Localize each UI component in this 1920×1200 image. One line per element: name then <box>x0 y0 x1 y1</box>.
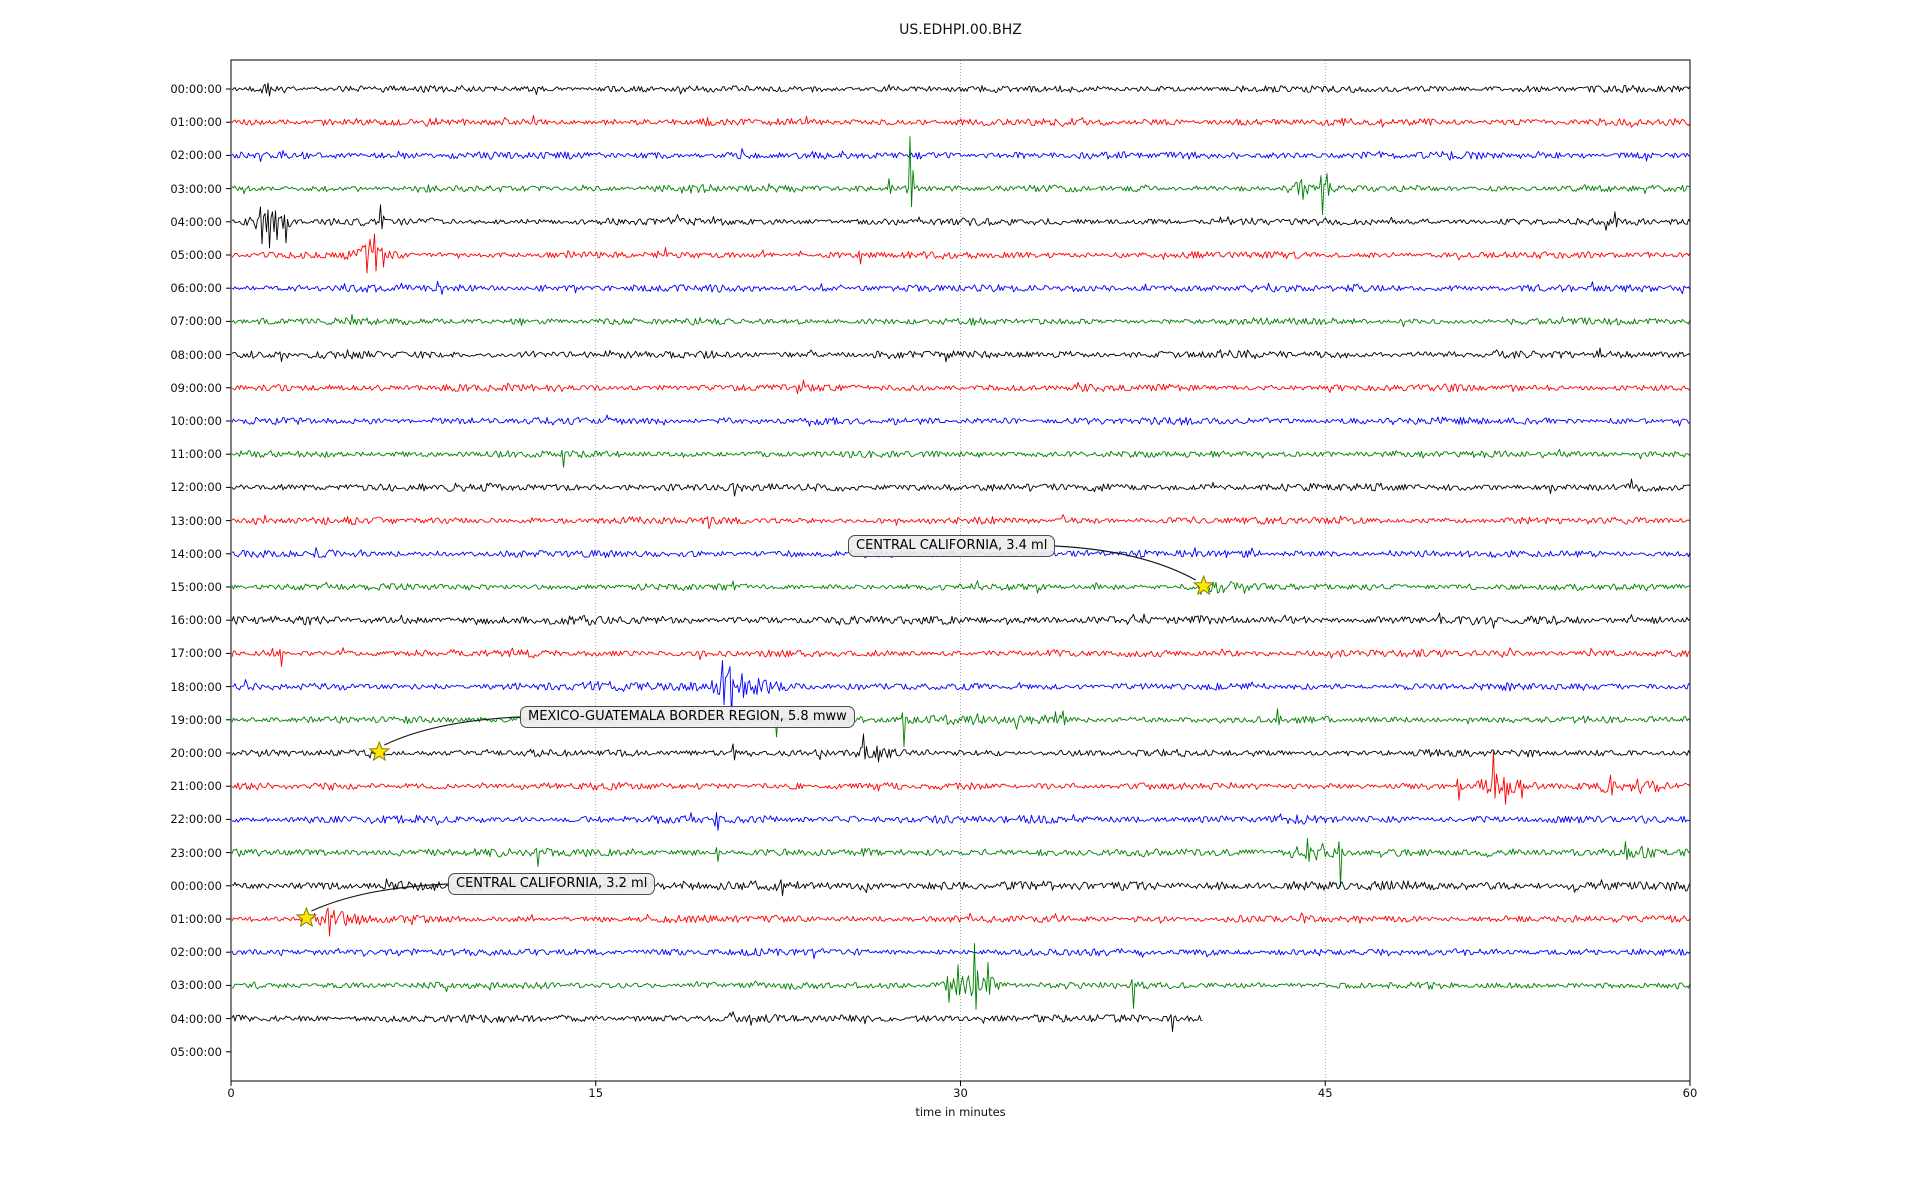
seismic-trace-09:00:00 <box>231 379 1690 395</box>
row-label: 04:00:00 <box>170 1011 222 1026</box>
seismic-trace-01:00:00 <box>231 907 1690 937</box>
row-label: 11:00:00 <box>170 447 222 462</box>
row-label: 07:00:00 <box>170 314 222 329</box>
row-label: 10:00:00 <box>170 414 222 428</box>
row-label: 05:00:00 <box>170 1044 222 1059</box>
seismic-trace-17:00:00 <box>231 647 1690 667</box>
row-label: 04:00:00 <box>170 214 222 229</box>
seismic-trace-21:00:00 <box>231 750 1690 805</box>
seismic-trace-03:00:00 <box>231 942 1690 1010</box>
row-label: 12:00:00 <box>170 480 222 495</box>
page-title: US.EDHPI.00.BHZ <box>899 22 1022 38</box>
x-axis-title: time in minutes <box>915 1105 1006 1119</box>
event-annotation: CENTRAL CALIFORNIA, 3.2 ml <box>448 873 656 895</box>
seismic-trace-20:00:00 <box>231 733 1690 763</box>
row-label: 22:00:00 <box>170 812 222 827</box>
seismic-trace-04:00:00 <box>231 204 1690 249</box>
event-annotation: MEXICO-GUATEMALA BORDER REGION, 5.8 mww <box>520 706 855 728</box>
row-label: 02:00:00 <box>170 945 222 960</box>
row-label: 09:00:00 <box>170 380 222 395</box>
row-label: 18:00:00 <box>170 679 222 694</box>
seismic-trace-02:00:00 <box>231 148 1690 163</box>
event-star-marker <box>368 740 391 762</box>
row-label: 15:00:00 <box>170 580 222 594</box>
seismic-trace-23:00:00 <box>231 838 1690 888</box>
row-label: 05:00:00 <box>170 248 222 262</box>
seismic-trace-12:00:00 <box>231 478 1690 497</box>
seismic-trace-02:00:00 <box>231 947 1690 960</box>
seismic-trace-13:00:00 <box>231 514 1690 530</box>
seismic-trace-16:00:00 <box>231 612 1690 629</box>
row-label: 21:00:00 <box>170 779 222 794</box>
seismic-trace-05:00:00 <box>231 233 1690 274</box>
seismic-trace-10:00:00 <box>231 414 1690 427</box>
seismic-trace-19:00:00 <box>231 708 1690 748</box>
seismic-trace-08:00:00 <box>231 347 1690 363</box>
row-label: 16:00:00 <box>170 613 222 628</box>
row-label: 06:00:00 <box>170 281 222 296</box>
row-label: 01:00:00 <box>170 912 222 926</box>
row-label: 20:00:00 <box>170 746 222 760</box>
seismic-trace-11:00:00 <box>231 448 1690 468</box>
event-star-marker <box>1192 574 1215 596</box>
row-label: 03:00:00 <box>170 181 222 196</box>
row-label: 01:00:00 <box>170 115 222 130</box>
seismic-trace-04:00:00 <box>231 1011 1203 1033</box>
seismic-trace-22:00:00 <box>231 811 1690 831</box>
seismic-trace-03:00:00 <box>231 136 1690 216</box>
row-label: 02:00:00 <box>170 148 222 163</box>
annotation-arrow <box>384 716 521 746</box>
row-label: 00:00:00 <box>170 878 222 893</box>
x-tick-label: 45 <box>1317 1086 1333 1100</box>
seismic-trace-06:00:00 <box>231 280 1690 295</box>
annotation-arrow <box>311 883 449 912</box>
x-tick-label: 0 <box>227 1086 235 1100</box>
seismic-trace-15:00:00 <box>231 580 1690 595</box>
event-annotation: CENTRAL CALIFORNIA, 3.4 ml <box>848 535 1056 557</box>
row-label: 13:00:00 <box>170 513 222 528</box>
row-label: 08:00:00 <box>170 347 222 362</box>
row-label: 03:00:00 <box>170 978 222 993</box>
seismic-trace-07:00:00 <box>231 314 1690 328</box>
row-label: 19:00:00 <box>170 712 222 727</box>
x-tick-label: 15 <box>588 1086 604 1100</box>
row-label: 14:00:00 <box>170 546 222 561</box>
event-star-marker <box>295 906 318 928</box>
row-label: 23:00:00 <box>170 845 222 860</box>
x-tick-label: 60 <box>1682 1086 1698 1100</box>
row-label: 00:00:00 <box>170 82 222 96</box>
seismic-trace-00:00:00 <box>231 82 1690 97</box>
row-label: 17:00:00 <box>170 646 222 661</box>
trace-group <box>231 82 1690 1033</box>
x-tick-label: 30 <box>953 1086 968 1100</box>
seismic-trace-18:00:00 <box>231 660 1690 718</box>
annotation-arrow <box>1054 545 1196 581</box>
seismic-trace-01:00:00 <box>231 114 1690 128</box>
